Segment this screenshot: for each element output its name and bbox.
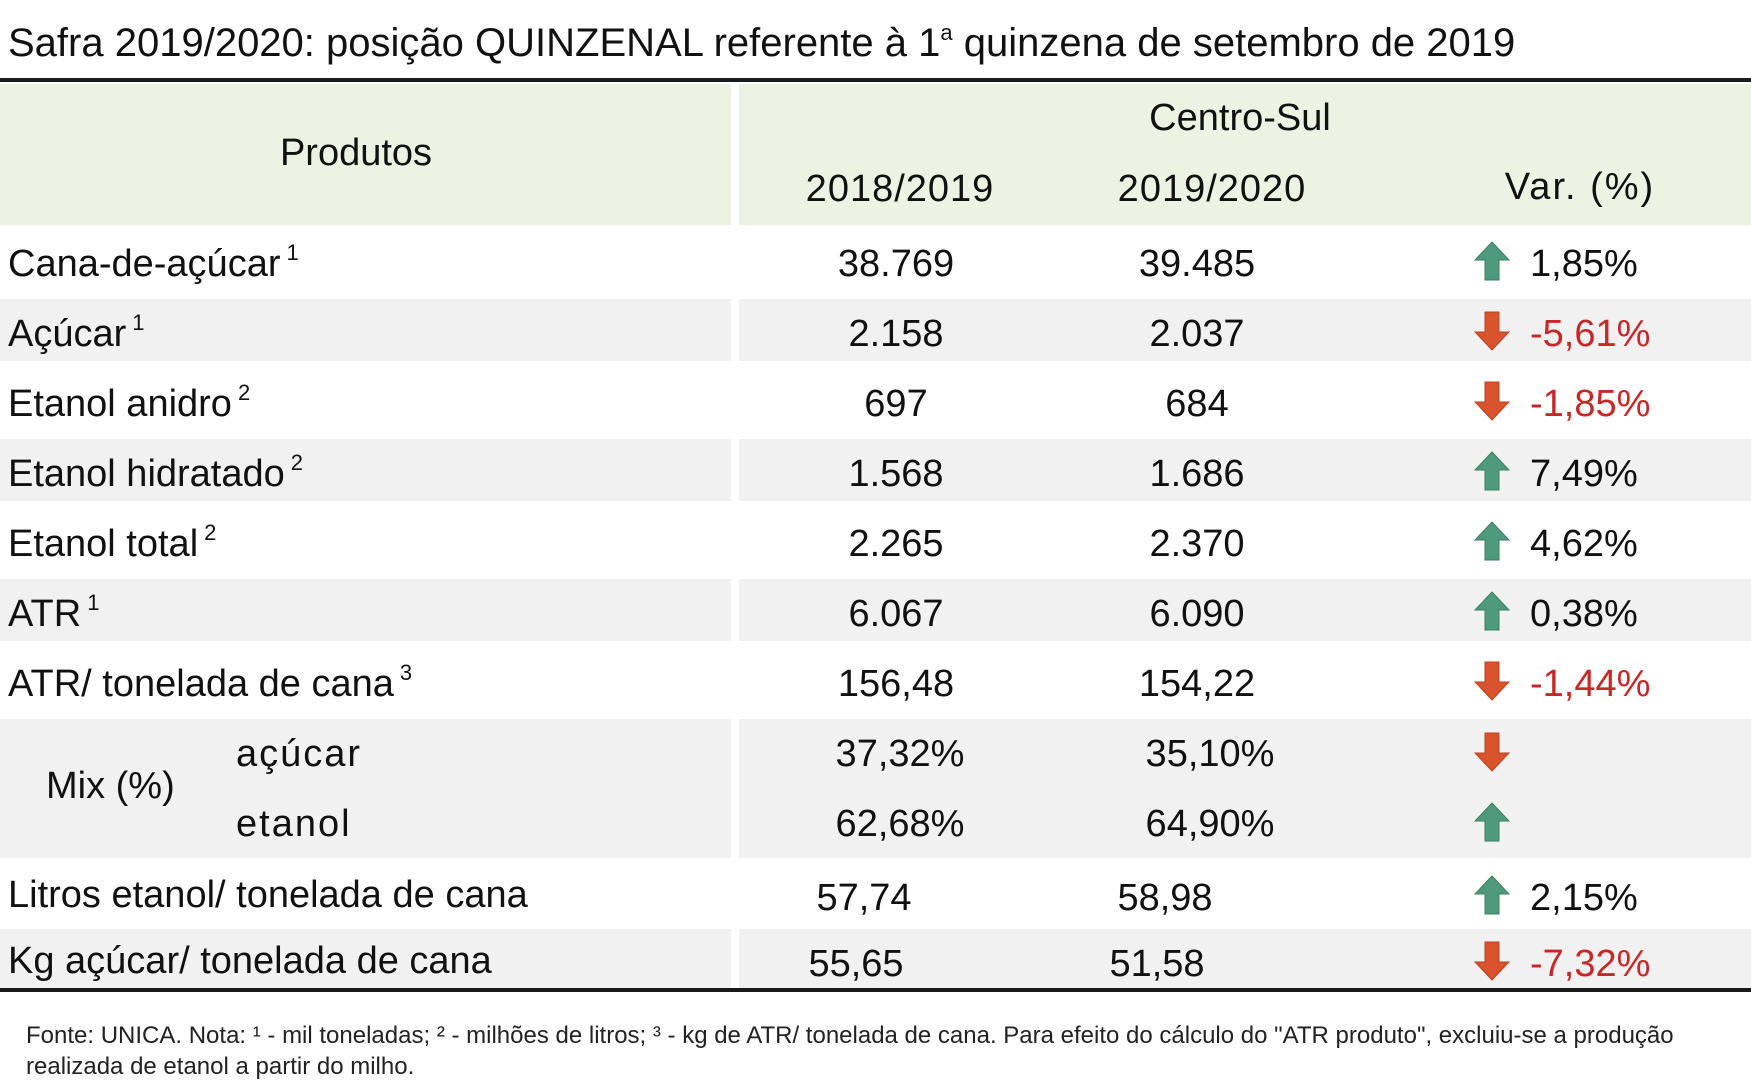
column-gap — [731, 299, 739, 361]
header-cell-region — [739, 84, 1751, 225]
arrow-down-icon — [1474, 381, 1510, 421]
value-2019-2020: 51,58 — [1109, 943, 1205, 985]
value-2019-2020: 64,90% — [1145, 803, 1275, 845]
header-col-2019-2020: 2019/2020 — [1117, 168, 1307, 210]
arrow-up-icon — [1474, 802, 1510, 842]
variation-value: 1,85% — [1530, 243, 1638, 285]
row-band — [0, 299, 1751, 361]
value-2018-2019: 1.568 — [848, 453, 944, 495]
arrow-up-icon — [1474, 521, 1510, 561]
variation-value: -5,61% — [1530, 313, 1651, 355]
footnote: Fonte: UNICA. Nota: ¹ - mil toneladas; ²… — [26, 1022, 1674, 1080]
title-superscript: a — [940, 20, 953, 45]
value-2018-2019: 57,74 — [816, 877, 912, 919]
header-col-var: Var. (%) — [1504, 166, 1656, 208]
variation-value: 0,38% — [1530, 593, 1638, 635]
header-produtos: Produtos — [279, 132, 433, 174]
footnote-ref: 1 — [286, 240, 299, 265]
row-band — [0, 719, 1751, 858]
mix-label: Mix (%) — [46, 765, 175, 807]
title-text: Safra 2019/2020: posição QUINZENAL refer… — [8, 21, 941, 65]
variation-value: 2,15% — [1530, 877, 1638, 919]
top-rule — [0, 78, 1751, 82]
header-region: Centro-Sul — [1149, 97, 1331, 139]
variation-value: -1,44% — [1530, 663, 1651, 705]
value-2019-2020: 35,10% — [1145, 733, 1275, 775]
value-2018-2019: 2.158 — [848, 313, 944, 355]
arrow-up-icon — [1474, 591, 1510, 631]
variation-value: -1,85% — [1530, 383, 1651, 425]
row-band — [0, 579, 1751, 641]
footnote-ref: 1 — [87, 590, 100, 615]
column-gap — [731, 439, 739, 501]
value-2018-2019: 156,48 — [837, 663, 955, 705]
column-gap — [731, 719, 739, 858]
row-label: ATR 1 — [8, 590, 100, 635]
value-2019-2020: 6.090 — [1149, 593, 1245, 635]
footnote-ref: 2 — [237, 380, 251, 405]
row-label: Cana-de-açúcar 1 — [8, 240, 299, 285]
row-label: Etanol total 2 — [8, 520, 217, 565]
value-2019-2020: 2.037 — [1149, 313, 1245, 355]
column-gap — [731, 929, 739, 991]
value-2018-2019: 37,32% — [835, 733, 965, 775]
mix-item-label: açúcar — [236, 733, 363, 775]
footnote-ref: 2 — [290, 450, 304, 475]
row-label: ATR/ tonelada de cana 3 — [8, 660, 413, 705]
value-2019-2020: 1.686 — [1149, 453, 1245, 495]
table-title: Safra 2019/2020: posição QUINZENAL refer… — [8, 20, 1516, 65]
footnote-ref: 2 — [204, 520, 217, 545]
value-2019-2020: 39.485 — [1138, 243, 1256, 285]
variation-value: 4,62% — [1530, 523, 1638, 565]
arrow-up-icon — [1474, 875, 1510, 915]
mix-item-label: etanol — [236, 803, 352, 845]
title-text-end: quinzena de setembro de 2019 — [952, 21, 1516, 65]
value-2019-2020: 154,22 — [1138, 663, 1256, 705]
arrow-down-icon — [1474, 732, 1510, 772]
arrow-up-icon — [1474, 241, 1510, 281]
column-gap — [731, 579, 739, 641]
arrow-up-icon — [1474, 451, 1510, 491]
header-cell-produtos — [0, 84, 731, 225]
footnote-ref: 1 — [132, 310, 145, 335]
variation-value: -7,32% — [1530, 943, 1651, 985]
row-band — [0, 929, 1751, 991]
footnote-ref: 3 — [399, 660, 413, 685]
value-2019-2020: 684 — [1165, 383, 1229, 425]
row-label: Etanol anidro 2 — [8, 380, 251, 425]
value-2019-2020: 58,98 — [1117, 877, 1213, 919]
value-2018-2019: 62,68% — [835, 803, 965, 845]
row-label: Kg açúcar/ tonelada de cana — [8, 940, 492, 982]
row-label: Etanol hidratado 2 — [8, 450, 304, 495]
value-2018-2019: 2.265 — [848, 523, 944, 565]
header-col-2018-2019: 2018/2019 — [805, 168, 995, 210]
bottom-rule — [0, 988, 1751, 992]
value-2018-2019: 38.769 — [837, 243, 955, 285]
arrow-down-icon — [1474, 941, 1510, 981]
row-label: Litros etanol/ tonelada de cana — [8, 874, 528, 916]
row-band — [0, 439, 1751, 501]
arrow-down-icon — [1474, 661, 1510, 701]
value-2018-2019: 55,65 — [808, 943, 904, 985]
variation-value: 7,49% — [1530, 453, 1638, 495]
value-2018-2019: 6.067 — [848, 593, 944, 635]
arrow-down-icon — [1474, 311, 1510, 351]
value-2018-2019: 697 — [864, 383, 928, 425]
row-label: Açúcar 1 — [8, 310, 145, 355]
value-2019-2020: 2.370 — [1149, 523, 1245, 565]
